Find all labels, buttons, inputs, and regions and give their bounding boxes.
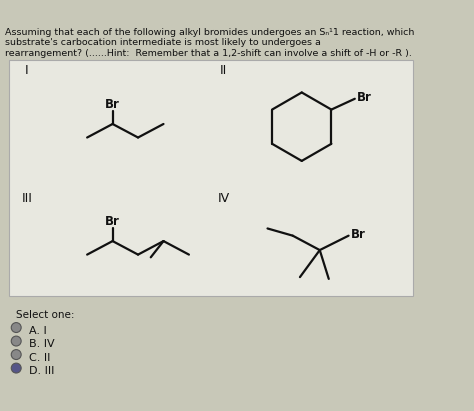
Text: A. I: A. I bbox=[29, 326, 46, 336]
Text: I: I bbox=[25, 65, 29, 77]
Circle shape bbox=[11, 350, 21, 360]
Text: III: III bbox=[22, 192, 32, 205]
Text: B. IV: B. IV bbox=[29, 339, 55, 349]
Text: Select one:: Select one: bbox=[16, 310, 75, 321]
Text: II: II bbox=[220, 65, 227, 77]
Text: D. III: D. III bbox=[29, 366, 54, 376]
Circle shape bbox=[11, 363, 21, 373]
Text: IV: IV bbox=[217, 192, 229, 205]
FancyBboxPatch shape bbox=[9, 60, 412, 296]
Text: rearrangement? (......Hint:  Remember that a 1,2-shift can involve a shift of -H: rearrangement? (......Hint: Remember tha… bbox=[5, 49, 411, 58]
Text: Br: Br bbox=[105, 98, 120, 111]
Text: Br: Br bbox=[351, 228, 366, 241]
Circle shape bbox=[11, 323, 21, 332]
Text: C. II: C. II bbox=[29, 353, 50, 363]
Circle shape bbox=[11, 336, 21, 346]
Text: Assuming that each of the following alkyl bromides undergoes an Sₙ¹1 reaction, w: Assuming that each of the following alky… bbox=[5, 28, 414, 37]
Text: Br: Br bbox=[357, 91, 372, 104]
Text: substrate's carbocation intermediate is most likely to undergoes a: substrate's carbocation intermediate is … bbox=[5, 38, 320, 47]
FancyBboxPatch shape bbox=[0, 21, 427, 390]
Text: Br: Br bbox=[105, 215, 120, 228]
